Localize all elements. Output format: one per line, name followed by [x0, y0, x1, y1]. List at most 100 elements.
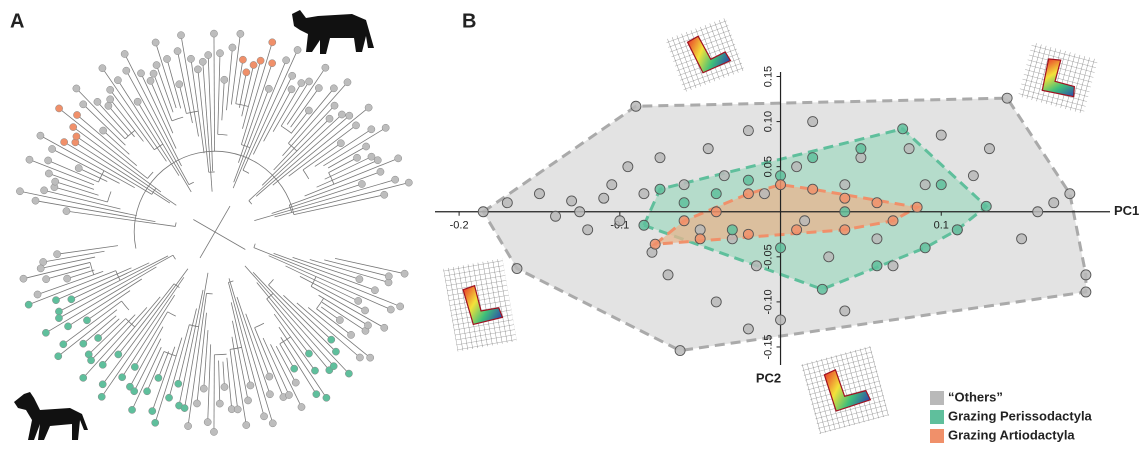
data-point — [791, 224, 803, 236]
branch — [189, 324, 199, 328]
branch — [316, 159, 378, 188]
y-axis-title: PC2 — [756, 370, 781, 385]
branch — [121, 294, 176, 378]
branch — [203, 330, 209, 389]
data-point — [710, 188, 722, 200]
tree-tip — [325, 114, 334, 123]
branch — [253, 247, 401, 307]
branch — [318, 294, 369, 326]
tree-tip — [133, 97, 142, 106]
tree-tip — [396, 302, 405, 311]
tree-tip — [391, 175, 400, 184]
branch — [229, 346, 242, 350]
panel-label: B — [462, 10, 476, 32]
branch — [102, 268, 189, 385]
group-hull — [650, 183, 922, 247]
branch — [275, 346, 297, 383]
data-point — [501, 197, 513, 209]
tree-tip — [24, 300, 33, 309]
branch — [78, 167, 108, 182]
branch — [207, 55, 214, 172]
data-point — [1016, 233, 1028, 245]
branch — [254, 179, 396, 221]
x-axis-title: PC1 — [1114, 203, 1139, 218]
data-point — [742, 125, 754, 137]
cow-silhouette — [292, 10, 374, 54]
data-point — [718, 170, 730, 182]
branch — [288, 88, 335, 144]
phylogenetic-tree — [16, 29, 413, 436]
branch — [151, 346, 176, 412]
data-point — [511, 263, 523, 274]
legend-swatch — [930, 391, 944, 405]
branch — [44, 189, 121, 210]
branch — [248, 200, 253, 205]
tree-tip — [297, 79, 306, 87]
branch — [288, 125, 357, 177]
branch — [207, 344, 212, 423]
tree-tip — [62, 207, 71, 215]
branch — [230, 33, 241, 105]
branch — [146, 351, 165, 392]
tree-tip — [293, 46, 302, 54]
branch — [248, 114, 343, 201]
shape-grid — [1017, 42, 1099, 114]
data-point — [839, 179, 851, 191]
branch — [83, 315, 117, 344]
branch — [117, 79, 180, 176]
tree-tip — [268, 38, 277, 47]
data-point — [638, 188, 650, 200]
tree-tip — [143, 387, 151, 396]
tree-tip — [73, 111, 81, 119]
tree-tip — [268, 59, 276, 68]
data-point — [871, 233, 883, 245]
tree-tip — [265, 372, 274, 381]
tree-tip — [335, 316, 344, 324]
tree-tip — [106, 95, 115, 104]
branch — [316, 298, 324, 309]
tree-tip — [358, 180, 366, 188]
branch — [177, 51, 193, 124]
data-point — [662, 269, 674, 281]
tree-tip — [228, 43, 237, 52]
branch — [270, 344, 302, 408]
branch — [310, 286, 385, 329]
tree-tip — [343, 78, 352, 87]
tree-tip — [99, 126, 107, 135]
data-point — [887, 215, 899, 227]
branch — [187, 293, 207, 427]
tree-tip — [60, 138, 68, 146]
branch — [299, 276, 366, 311]
branch — [252, 272, 350, 374]
branch — [147, 171, 154, 179]
data-point — [750, 260, 762, 272]
tree-tip — [233, 405, 242, 414]
branch — [134, 311, 168, 368]
branch — [43, 250, 105, 263]
tree-tip — [297, 403, 306, 411]
data-point — [775, 314, 786, 326]
branch — [109, 99, 144, 142]
branch — [153, 73, 173, 121]
branch — [180, 35, 199, 137]
tree-tip — [55, 307, 63, 316]
branch — [107, 191, 112, 203]
data-point — [566, 195, 578, 207]
tree-tip — [345, 369, 353, 378]
branch — [109, 89, 155, 150]
legend-swatch — [930, 410, 944, 424]
tree-tip — [163, 55, 171, 63]
y-tick-label: -0.05 — [762, 244, 774, 269]
tree-tip — [352, 121, 360, 130]
tree-tip — [354, 297, 363, 305]
tree-tip — [285, 391, 293, 399]
tree-tip — [246, 381, 255, 390]
data-point — [855, 143, 867, 155]
tree-tip — [177, 31, 185, 40]
data-point — [726, 224, 738, 236]
tree-tip — [367, 152, 376, 161]
tree-tip — [380, 323, 389, 332]
tree-tip — [216, 49, 224, 58]
branch — [178, 289, 204, 406]
branch — [293, 194, 385, 216]
